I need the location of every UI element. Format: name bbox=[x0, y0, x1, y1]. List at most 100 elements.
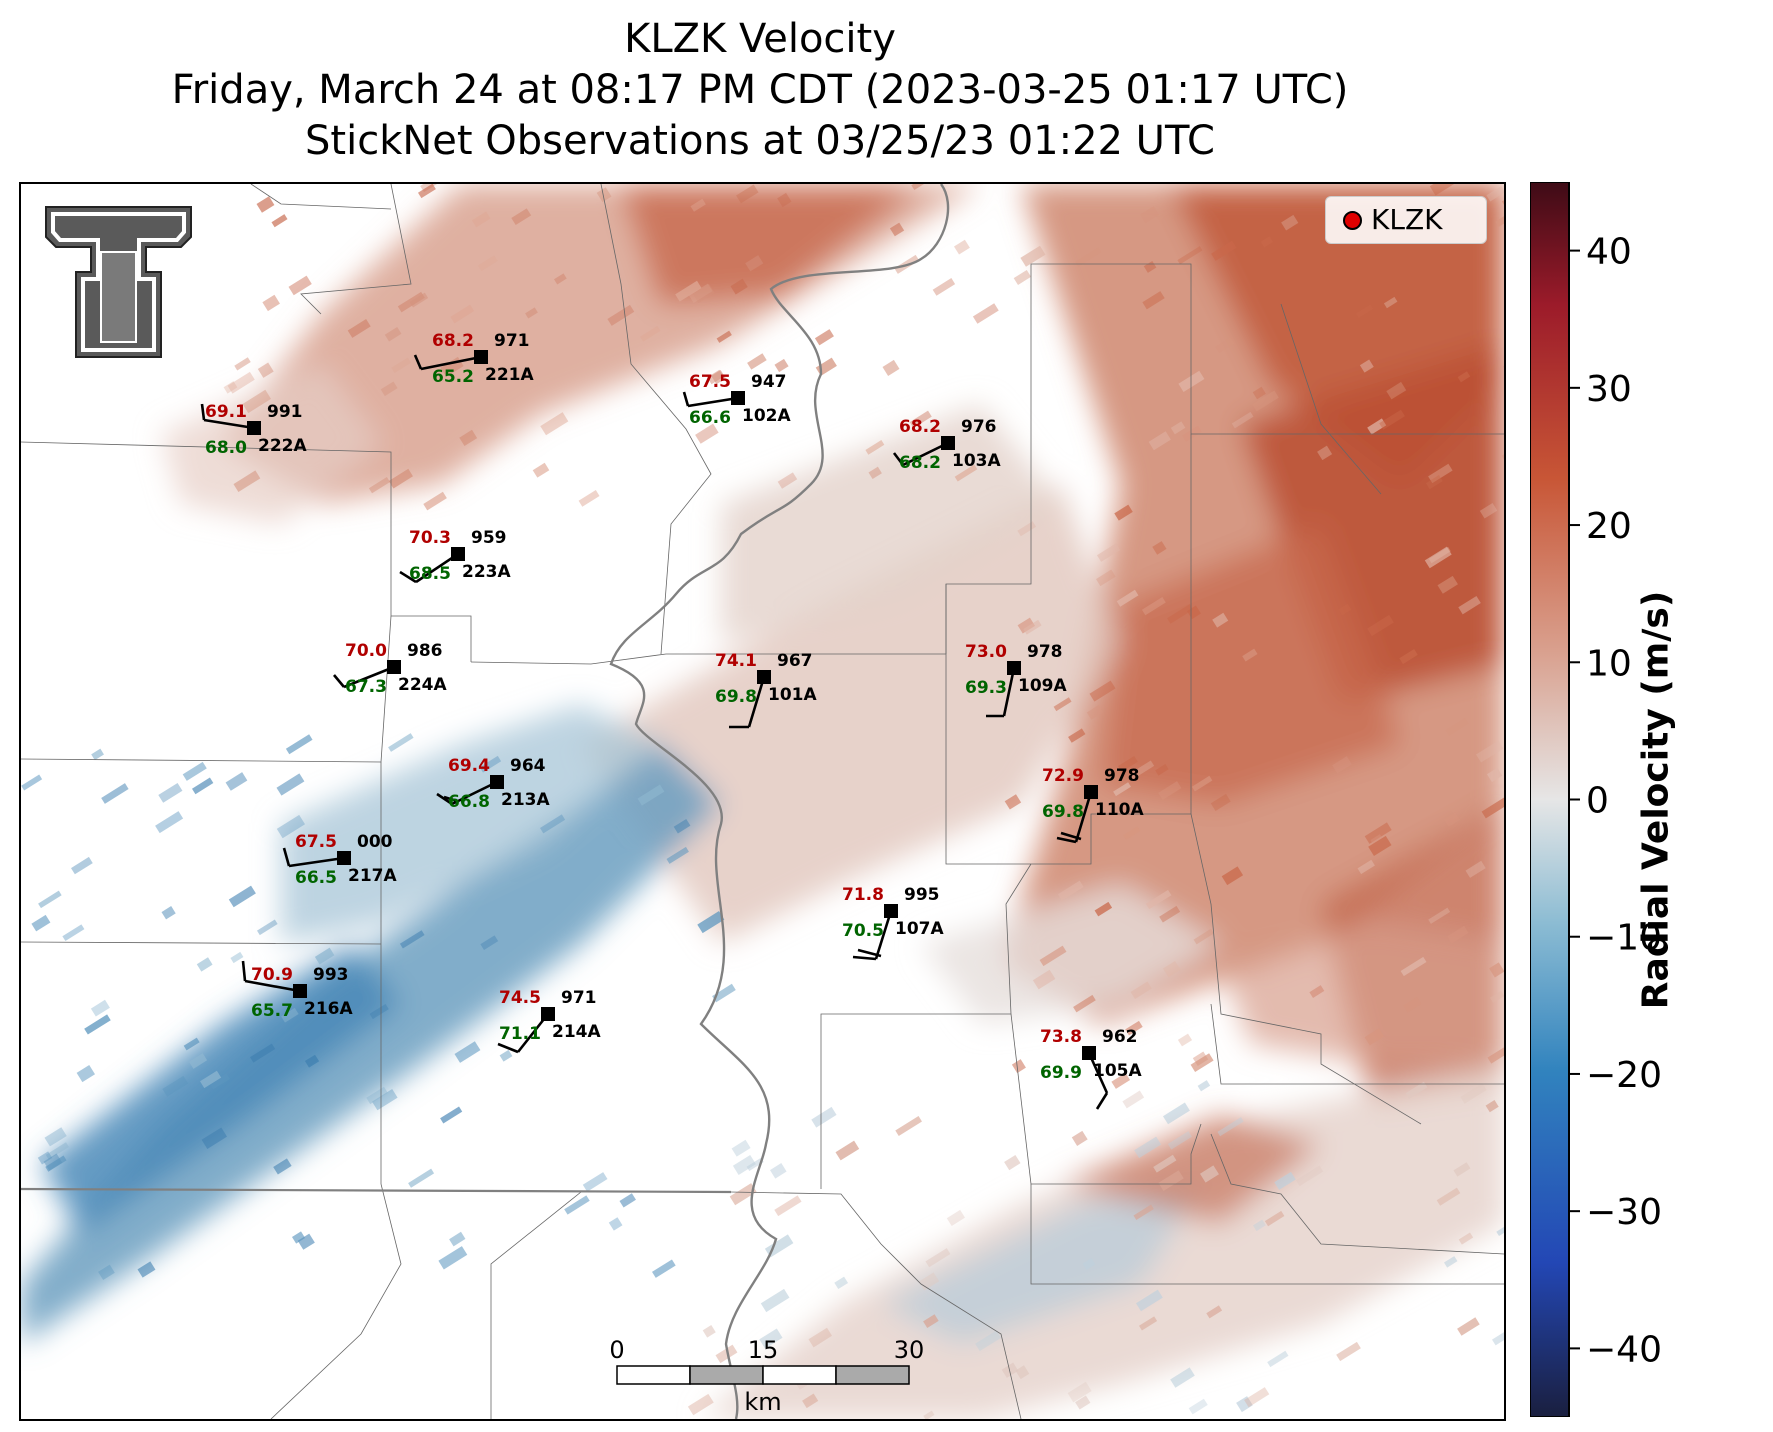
station-pressure: 959 bbox=[471, 528, 507, 548]
boundary-line-19 bbox=[1210, 1133, 1504, 1255]
station-marker-icon bbox=[941, 436, 955, 450]
station-marker-icon bbox=[1082, 1046, 1096, 1060]
colorbar-tick-label: 40 bbox=[1586, 232, 1632, 273]
station-id: 222A bbox=[258, 436, 307, 456]
colorbar-svg: 40 30 20 10 0 −10 −20 −30 −40 bbox=[1530, 182, 1662, 1417]
station-dewpoint: 65.7 bbox=[251, 1001, 293, 1021]
station-dewpoint: 66.6 bbox=[689, 408, 731, 428]
velocity-region-16 bbox=[1221, 924, 1504, 1064]
velocity-region-11 bbox=[281, 704, 661, 944]
wind-barb-flag bbox=[282, 847, 291, 867]
velocity-region-5 bbox=[1101, 524, 1401, 804]
station-marker-icon bbox=[1007, 661, 1021, 675]
wind-barb-flag bbox=[857, 948, 882, 958]
station-temp: 67.5 bbox=[689, 372, 731, 392]
station-id: 224A bbox=[398, 675, 447, 695]
legend-label: KLZK bbox=[1371, 203, 1443, 236]
wind-barb-staff bbox=[244, 979, 301, 993]
wind-barb-staff bbox=[288, 856, 345, 868]
wind-barb-flag bbox=[682, 391, 690, 407]
station-id: 103A bbox=[952, 451, 1001, 471]
station-marker-icon bbox=[884, 904, 898, 918]
scale-unit: km bbox=[744, 1388, 781, 1416]
station-pressure: 962 bbox=[1102, 1027, 1138, 1047]
map-legend: KLZK bbox=[1325, 196, 1487, 244]
station-102A: 67.5 947 66.6 102A bbox=[682, 372, 791, 428]
colorbar-tick-label: 30 bbox=[1586, 369, 1632, 410]
boundary-line-12 bbox=[490, 1191, 582, 1419]
station-id: 102A bbox=[742, 406, 791, 426]
station-temp: 71.8 bbox=[842, 885, 884, 905]
station-dewpoint: 67.3 bbox=[345, 677, 387, 697]
station-217A: 67.5 000 66.5 217A bbox=[282, 832, 397, 888]
station-id: 216A bbox=[304, 999, 353, 1019]
scale-bar: 0 15 30 km bbox=[609, 1336, 924, 1416]
station-dewpoint: 71.1 bbox=[499, 1024, 541, 1044]
station-temp: 69.1 bbox=[205, 402, 247, 422]
boundary-line-14 bbox=[600, 184, 712, 655]
station-pressure: 995 bbox=[904, 885, 940, 905]
boundary-line-10 bbox=[1030, 1184, 1504, 1285]
wind-barb-flag bbox=[1056, 836, 1077, 844]
figure-title: KLZK Velocity bbox=[624, 16, 896, 62]
station-dewpoint: 65.2 bbox=[432, 367, 474, 387]
wind-barb-flag bbox=[1095, 1092, 1109, 1110]
velocity-region-10 bbox=[41, 944, 401, 1234]
station-pressure: 976 bbox=[961, 417, 997, 437]
station-id: 221A bbox=[485, 365, 534, 385]
station-101A: 74.1 967 69.8 101A bbox=[715, 651, 817, 729]
radial-velocity-speckle bbox=[21, 184, 1504, 1419]
scale-tick-30: 30 bbox=[894, 1336, 925, 1364]
station-temp: 70.3 bbox=[409, 528, 451, 548]
wind-barb-staff bbox=[451, 780, 498, 806]
wind-barb-staff bbox=[420, 355, 482, 371]
boundary-line-2 bbox=[470, 653, 946, 665]
colorbar-tick-label: 0 bbox=[1586, 781, 1609, 822]
velocity-region-17 bbox=[161, 364, 381, 524]
boundary-line-6 bbox=[945, 434, 1192, 865]
county-boundaries bbox=[21, 184, 1504, 1419]
wind-barb-flag bbox=[443, 795, 458, 803]
wind-barb-flag bbox=[497, 1042, 519, 1054]
station-marker-icon bbox=[451, 547, 465, 561]
station-marker-icon bbox=[387, 660, 401, 674]
station-dewpoint: 66.5 bbox=[295, 868, 337, 888]
station-temp: 72.9 bbox=[1042, 766, 1084, 786]
station-222A: 69.1 991 68.0 222A bbox=[200, 402, 307, 458]
colorbar-gradient bbox=[1530, 182, 1570, 1417]
colorbar-tick-label: −30 bbox=[1586, 1192, 1662, 1233]
station-marker-icon bbox=[293, 984, 307, 998]
figure-title-block: KLZK Velocity Friday, March 24 at 08:17 … bbox=[0, 14, 1520, 167]
station-223A: 70.3 959 68.5 223A bbox=[399, 528, 511, 584]
station-pressure: 986 bbox=[407, 641, 443, 661]
station-pressure: 971 bbox=[494, 331, 530, 351]
wind-barb-staff bbox=[687, 396, 739, 408]
boundary-line-9 bbox=[1190, 813, 1422, 1125]
state-line bbox=[21, 1187, 732, 1194]
station-temp: 68.2 bbox=[432, 331, 474, 351]
station-dewpoint: 70.5 bbox=[842, 921, 884, 941]
colorbar: 40 30 20 10 0 −10 −20 −30 −40 bbox=[1530, 182, 1773, 1417]
station-marker-icon bbox=[337, 851, 351, 865]
station-marker-icon bbox=[757, 670, 771, 684]
station-temp: 70.9 bbox=[251, 965, 293, 985]
boundary-line-13 bbox=[730, 1191, 1022, 1419]
figure-subtitle-obs: StickNet Observations at 03/25/23 01:22 … bbox=[305, 118, 1215, 164]
station-pressure: 964 bbox=[510, 756, 546, 776]
colorbar-tick-label: 10 bbox=[1586, 643, 1632, 684]
station-213A: 69.4 964 66.8 213A bbox=[436, 756, 550, 812]
station-marker-icon bbox=[541, 1007, 555, 1021]
station-pressure: 991 bbox=[267, 402, 303, 422]
wind-barb-flag bbox=[892, 452, 905, 466]
station-id: 213A bbox=[501, 790, 550, 810]
station-dewpoint: 69.9 bbox=[1040, 1063, 1082, 1083]
wind-barb-flag bbox=[436, 792, 453, 806]
radar-map[interactable]: 68.2 971 65.2 221A 69.1 991 68.0 222A 67.5 947 66.… bbox=[19, 182, 1506, 1421]
station-temp: 67.5 bbox=[295, 832, 337, 852]
station-id: 217A bbox=[348, 866, 397, 886]
station-dewpoint: 69.8 bbox=[1042, 802, 1084, 822]
boundary-line-15 bbox=[300, 184, 412, 315]
wind-barb-staff bbox=[203, 418, 255, 430]
colorbar-tick-label: −40 bbox=[1586, 1329, 1662, 1370]
wind-barb-flag bbox=[333, 674, 345, 688]
